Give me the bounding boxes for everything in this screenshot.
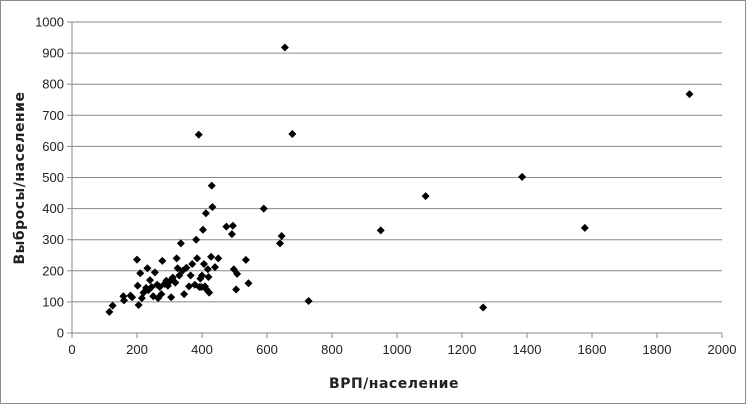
data-point	[188, 259, 197, 268]
y-tick-label: 300	[42, 232, 64, 247]
y-axis-title: Выбросы/население	[12, 92, 28, 265]
gridlines	[72, 21, 722, 303]
data-point	[241, 255, 250, 264]
data-point	[244, 279, 253, 288]
data-point	[143, 264, 152, 273]
data-point	[171, 278, 180, 287]
y-tick-label: 0	[57, 326, 64, 341]
data-point	[214, 254, 223, 263]
y-tick-label: 400	[42, 201, 64, 216]
y-tick-label: 200	[42, 263, 64, 278]
x-tick-label: 1400	[513, 342, 542, 357]
data-point	[176, 239, 185, 248]
data-point	[259, 204, 268, 213]
data-point	[304, 296, 313, 305]
data-point	[120, 296, 128, 305]
data-point	[277, 231, 286, 240]
y-tick-label: 500	[42, 170, 64, 185]
x-tick-labels: 0 200 400 600 800 1000 1200 1400 1600 1800 2000	[68, 342, 736, 357]
data-point	[207, 252, 216, 261]
data-point	[146, 276, 154, 285]
y-tick-labels: 0 100 200 300 400 500 600 700 800 900 1000	[35, 15, 64, 341]
data-point	[182, 263, 191, 272]
data-point	[158, 256, 167, 265]
y-tick-label: 1000	[35, 15, 64, 30]
x-tick-label: 800	[321, 342, 343, 357]
data-point	[192, 235, 201, 244]
data-point	[421, 192, 430, 201]
data-point	[172, 254, 181, 263]
data-point	[150, 268, 159, 277]
data-points	[105, 43, 694, 316]
data-point	[233, 269, 242, 278]
data-point	[280, 43, 289, 52]
data-point	[685, 90, 694, 99]
data-point	[580, 223, 589, 232]
data-point	[193, 254, 202, 263]
y-tick-label: 600	[42, 139, 64, 154]
data-point	[227, 230, 236, 239]
data-point	[376, 226, 385, 235]
data-point	[180, 290, 189, 299]
data-point	[211, 263, 219, 272]
data-point	[232, 285, 241, 294]
x-tick-label: 1200	[448, 342, 477, 357]
data-point	[288, 129, 297, 138]
data-point	[222, 222, 231, 231]
data-point	[518, 172, 527, 181]
data-point	[194, 130, 203, 139]
data-point	[199, 259, 208, 268]
data-point	[105, 307, 114, 316]
data-point	[198, 271, 206, 280]
x-tick-label: 400	[191, 342, 213, 357]
data-point	[198, 225, 207, 234]
data-point	[204, 273, 213, 282]
data-point	[108, 301, 117, 310]
y-tick-label: 800	[42, 77, 64, 92]
x-tick-label: 1600	[578, 342, 607, 357]
x-axis-title: ВРП/население	[329, 376, 459, 392]
data-point	[207, 181, 216, 190]
data-point	[208, 203, 217, 212]
axes	[67, 21, 723, 338]
data-point	[201, 209, 210, 218]
data-point	[167, 293, 176, 302]
data-point	[134, 301, 143, 310]
y-tick-label: 900	[42, 46, 64, 61]
y-tick-label: 100	[42, 294, 64, 309]
x-tick-label: 200	[126, 342, 148, 357]
x-tick-label: 600	[256, 342, 278, 357]
data-point	[185, 282, 193, 291]
y-tick-label: 700	[42, 108, 64, 123]
x-tick-label: 0	[68, 342, 75, 357]
x-tick-label: 1800	[643, 342, 672, 357]
data-point	[133, 255, 141, 264]
data-point	[203, 265, 212, 274]
data-point	[136, 269, 145, 278]
data-point	[205, 288, 214, 297]
data-point	[157, 290, 166, 299]
x-tick-label: 1000	[383, 342, 412, 357]
data-point	[276, 239, 284, 248]
x-tick-label: 2000	[708, 342, 737, 357]
data-point	[133, 281, 142, 290]
data-point	[228, 221, 237, 230]
data-point	[128, 293, 137, 302]
data-point	[186, 271, 195, 280]
data-point	[479, 303, 488, 312]
